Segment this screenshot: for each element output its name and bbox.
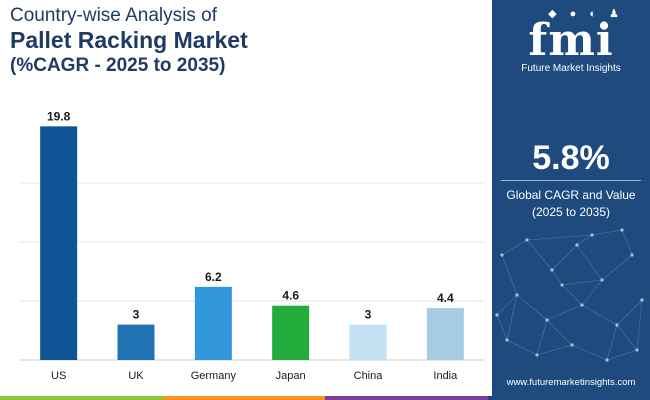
logo-wordmark: fmi: [528, 15, 614, 66]
network-node: [515, 293, 519, 297]
bar-us: [40, 126, 78, 360]
side-panel: ◆ ● ◐ ♟ fmi Future Market Insights 5.8% …: [492, 0, 650, 400]
bar-india: [426, 308, 464, 360]
network-link: [501, 239, 528, 256]
network-link: [506, 294, 518, 341]
kpi-value: 5.8%: [532, 139, 610, 177]
network-link: [601, 254, 633, 281]
global-cagr-kpi: 5.8% Global CAGR and Value (2025 to 2035…: [492, 138, 650, 221]
title-line-1: Country-wise Analysis of: [10, 5, 217, 26]
network-link: [516, 294, 548, 321]
data-label-china: 3: [365, 308, 372, 322]
footer-color-bar: [0, 396, 650, 400]
network-link: [546, 319, 573, 346]
network-link: [621, 229, 633, 256]
network-link: [496, 294, 518, 316]
footer-segment-orange: [162, 396, 325, 400]
network-node: [600, 278, 604, 282]
network-node: [635, 348, 639, 352]
network-node: [575, 243, 579, 247]
network-node: [560, 283, 564, 287]
logo-subtitle: Future Market Insights: [521, 63, 621, 74]
network-node: [590, 233, 594, 237]
network-link: [536, 344, 573, 356]
network-node: [615, 323, 619, 327]
network-link: [571, 344, 608, 361]
network-link: [591, 229, 623, 236]
network-link: [576, 244, 603, 281]
network-node: [640, 298, 644, 302]
network-node: [525, 238, 529, 242]
network-node: [535, 353, 539, 357]
network-link: [536, 319, 548, 356]
network-link: [551, 244, 578, 271]
network-graphic: [495, 228, 644, 362]
network-link: [546, 304, 583, 321]
bar-germany: [194, 286, 232, 360]
footer-segment-purple: [325, 396, 488, 400]
x-tick-label-us: US: [51, 370, 66, 382]
kpi-label-line-1: Global CAGR and Value: [506, 188, 636, 202]
network-link: [551, 269, 563, 286]
network-node: [500, 253, 504, 257]
data-label-india: 4.4: [437, 291, 454, 305]
network-link: [501, 254, 518, 296]
data-label-japan: 4.6: [282, 289, 299, 303]
network-link: [506, 339, 538, 356]
logo-icons: ◆ ● ◐ ♟: [548, 8, 624, 20]
network-link: [526, 239, 553, 271]
data-label-us: 19.8: [47, 109, 71, 123]
bar-japan: [272, 305, 310, 360]
x-tick-label-uk: UK: [128, 370, 144, 382]
network-link: [561, 284, 583, 306]
bar-chart: 19.8 US 3 UK 6.2 Germany 4.6 Japan 3 China 4.4 Indi…: [20, 109, 484, 382]
network-link: [561, 279, 603, 286]
network-link: [576, 234, 593, 246]
network-link: [581, 304, 618, 326]
x-tick-label-china: China: [354, 370, 384, 382]
data-label-germany: 6.2: [205, 270, 222, 284]
kpi-label-line-2: (2025 to 2035): [531, 205, 611, 219]
title-line-3: (%CAGR - 2025 to 2035): [10, 55, 226, 76]
network-node: [630, 253, 634, 257]
network-link: [606, 349, 638, 361]
network-node: [505, 338, 509, 342]
chart-title-block: Country-wise Analysis of Pallet Racking …: [10, 4, 248, 77]
data-label-uk: 3: [133, 308, 140, 322]
network-node: [580, 303, 584, 307]
bar-china: [349, 324, 387, 360]
network-link: [526, 234, 593, 241]
network-link: [616, 324, 638, 351]
network-node: [605, 358, 609, 362]
x-tick-label-japan: Japan: [276, 370, 306, 382]
title-line-2: Pallet Racking Market: [10, 27, 248, 53]
network-node: [545, 318, 549, 322]
footer-segment-green: [0, 396, 163, 400]
bar-uk: [117, 324, 155, 360]
website-url[interactable]: www.futuremarketinsights.com: [506, 377, 636, 388]
network-node: [570, 343, 574, 347]
network-link: [616, 299, 643, 326]
kpi-divider: [501, 180, 641, 181]
network-node: [620, 228, 624, 232]
x-tick-label-india: India: [433, 370, 458, 382]
network-link: [606, 324, 618, 361]
x-tick-label-germany: Germany: [191, 370, 237, 382]
network-link: [581, 279, 603, 306]
network-node: [495, 313, 499, 317]
network-node: [550, 268, 554, 272]
footer-segment-blue: [487, 396, 650, 400]
fmi-logo: ◆ ● ◐ ♟ fmi Future Market Insights: [492, 8, 650, 74]
network-link: [496, 314, 508, 341]
network-link: [636, 299, 643, 351]
